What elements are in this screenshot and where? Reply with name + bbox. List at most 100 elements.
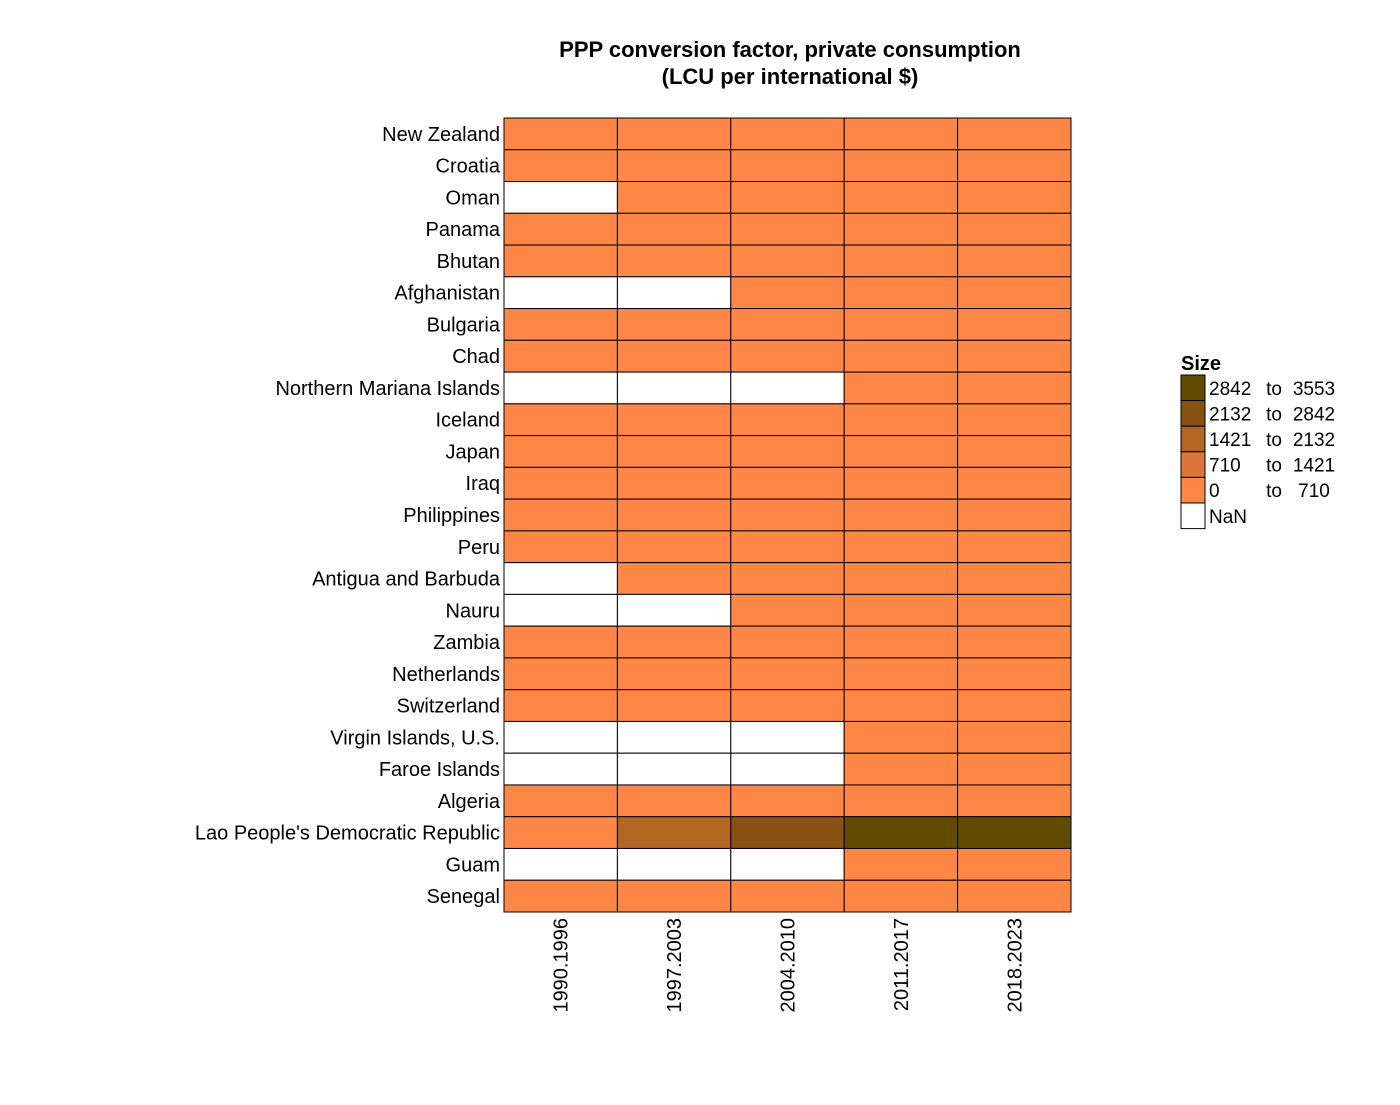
row-label: Lao People's Democratic Republic — [195, 823, 500, 845]
row-label: Afghanistan — [394, 283, 500, 305]
heatmap-cell — [616, 181, 732, 214]
heatmap-cell — [616, 689, 732, 722]
heatmap-cell — [616, 308, 732, 341]
heatmap-cell — [843, 720, 959, 754]
heatmap-cell — [616, 625, 732, 659]
heatmap-cell — [616, 847, 732, 881]
heatmap-cell — [843, 339, 959, 373]
heatmap-cell — [616, 403, 732, 437]
heatmap-cell — [503, 308, 618, 341]
row-label: Panama — [426, 219, 501, 241]
legend-label: NaN — [1209, 507, 1247, 528]
heatmap-cell — [843, 689, 959, 722]
legend-swatch — [1180, 425, 1206, 453]
heatmap-cell — [843, 149, 959, 183]
heatmap-cell — [503, 181, 618, 214]
heatmap-cell — [730, 308, 845, 341]
heatmap-cell — [503, 530, 618, 564]
row-label: Croatia — [436, 156, 501, 178]
row-label: Algeria — [438, 791, 501, 813]
row-label: Chad — [452, 346, 500, 368]
heatmap-cell — [503, 625, 618, 659]
column-label: 2011.2017 — [891, 918, 913, 1011]
heatmap-cell — [843, 435, 959, 468]
heatmap-cell — [503, 498, 618, 532]
heatmap-cell — [730, 593, 845, 627]
heatmap-cell — [843, 466, 959, 500]
heatmap-cell — [503, 784, 618, 818]
row-label: Antigua and Barbuda — [312, 569, 501, 591]
heatmap-cell — [843, 752, 959, 786]
row-label: Switzerland — [397, 696, 500, 718]
legend-label-to: 3553 — [1293, 379, 1335, 400]
legend: Size 2842 to 3553 2132 to 2842 1421 to 2132 710 to… — [1180, 353, 1335, 530]
heatmap-cell — [503, 212, 618, 246]
heatmap-cell — [843, 276, 959, 310]
heatmap-cell — [730, 752, 845, 786]
heatmap-cell — [957, 689, 1072, 722]
heatmap-cell — [616, 339, 732, 373]
chart-title-line1: PPP conversion factor, private consumpti… — [559, 37, 1021, 62]
heatmap-cell — [730, 371, 845, 405]
heatmap-cell — [730, 879, 845, 913]
heatmap-cell — [957, 244, 1072, 278]
legend-label-separator: to — [1266, 404, 1282, 425]
heatmap-cell — [503, 466, 618, 500]
heatmap-cell — [616, 466, 732, 500]
heatmap-cell — [957, 339, 1072, 373]
heatmap-cell — [843, 371, 959, 405]
heatmap-cell — [616, 371, 732, 405]
heatmap-cell — [503, 276, 618, 310]
heatmap-cell — [957, 562, 1072, 595]
heatmap-cell — [730, 784, 845, 818]
heatmap-cell — [957, 784, 1072, 818]
heatmap-cell — [730, 689, 845, 722]
heatmap-cell — [503, 403, 618, 437]
heatmap-cell — [730, 276, 845, 310]
row-label: Iceland — [436, 410, 501, 432]
heatmap-cell — [957, 117, 1072, 151]
heatmap-cell — [616, 816, 732, 849]
heatmap-cell — [843, 593, 959, 627]
row-label: New Zealand — [382, 124, 500, 146]
legend-swatch — [1180, 502, 1206, 530]
heatmap-cell — [957, 498, 1072, 532]
legend-label-from: 1421 — [1209, 430, 1251, 451]
heatmap-cell — [503, 657, 618, 691]
legend-swatch — [1180, 451, 1206, 478]
legend-swatch — [1180, 400, 1206, 427]
heatmap-cell — [843, 847, 959, 881]
heatmap-cell — [730, 117, 845, 151]
row-label: Peru — [458, 537, 500, 559]
heatmap-cell — [957, 435, 1072, 468]
heatmap-cell — [957, 276, 1072, 310]
heatmap-cell — [616, 879, 732, 913]
heatmap-cell — [616, 435, 732, 468]
heatmap-cell — [503, 435, 618, 468]
heatmap-cell — [843, 212, 959, 246]
heatmap-cell — [616, 593, 732, 627]
legend-swatch — [1180, 374, 1206, 402]
heatmap-cell — [957, 847, 1072, 881]
heatmap-cell — [503, 847, 618, 881]
heatmap-cell — [957, 371, 1072, 405]
heatmap-cell — [730, 244, 845, 278]
heatmap-cell — [503, 562, 618, 595]
heatmap-cell — [503, 879, 618, 913]
column-label: 2004.2010 — [778, 918, 800, 1013]
heatmap-cell — [730, 498, 845, 532]
legend-label-to: 1421 — [1293, 456, 1335, 477]
heatmap-cell — [843, 308, 959, 341]
heatmap-cell — [503, 689, 618, 722]
heatmap-cell — [957, 149, 1072, 183]
heatmap-cell — [730, 847, 845, 881]
heatmap-cell — [616, 212, 732, 246]
legend-title: Size — [1181, 353, 1221, 375]
legend-swatch — [1180, 476, 1206, 504]
heatmap-cell — [957, 530, 1072, 564]
heatmap-cell — [957, 308, 1072, 341]
heatmap-cell — [843, 562, 959, 595]
heatmap-cell — [957, 752, 1072, 786]
heatmap-cell — [616, 149, 732, 183]
